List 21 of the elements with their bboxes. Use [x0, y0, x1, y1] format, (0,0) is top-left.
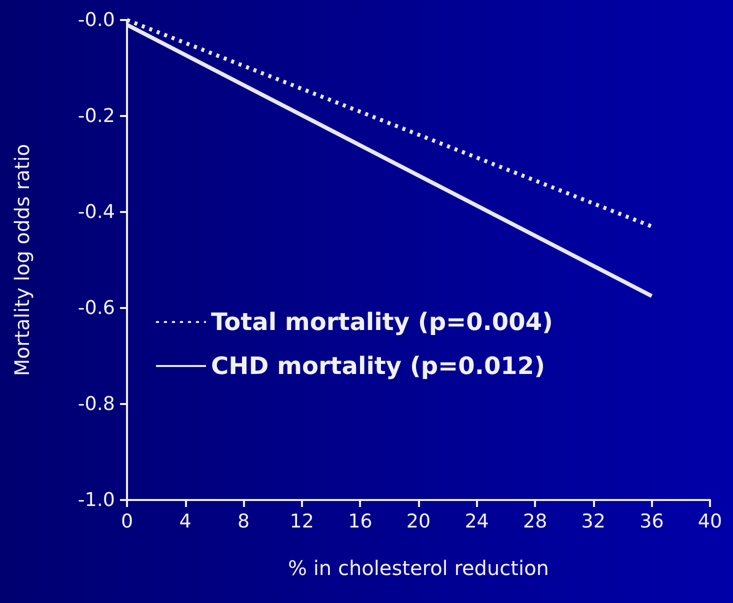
x-tick-label: 24 — [464, 510, 489, 532]
x-tick-label: 4 — [179, 510, 192, 532]
y-tick-label: -0.6 — [78, 297, 115, 319]
x-axis-title: % in cholesterol reduction — [288, 556, 549, 580]
x-tick-label: 36 — [640, 510, 664, 532]
x-tick-label: 32 — [581, 510, 606, 532]
y-tick-label: -0.4 — [78, 201, 115, 223]
x-tick-label: 16 — [348, 510, 372, 532]
y-tick-label: -0.2 — [78, 105, 115, 127]
x-tick-label: 20 — [406, 510, 431, 532]
legend-label: Total mortality (p=0.004) — [211, 308, 553, 336]
y-tick-label: -0.8 — [78, 393, 115, 415]
x-tick-label: 28 — [523, 510, 548, 532]
x-tick-label: 8 — [238, 510, 250, 532]
y-tick-label: -1.0 — [78, 489, 115, 511]
y-axis-title: Mortality log odds ratio — [10, 144, 34, 376]
x-tick-label: 12 — [290, 510, 314, 532]
legend-label: CHD mortality (p=0.012) — [211, 352, 546, 380]
y-tick-label: -0.0 — [78, 9, 115, 31]
x-tick-label: 0 — [120, 510, 134, 532]
x-tick-label: 40 — [698, 510, 722, 532]
